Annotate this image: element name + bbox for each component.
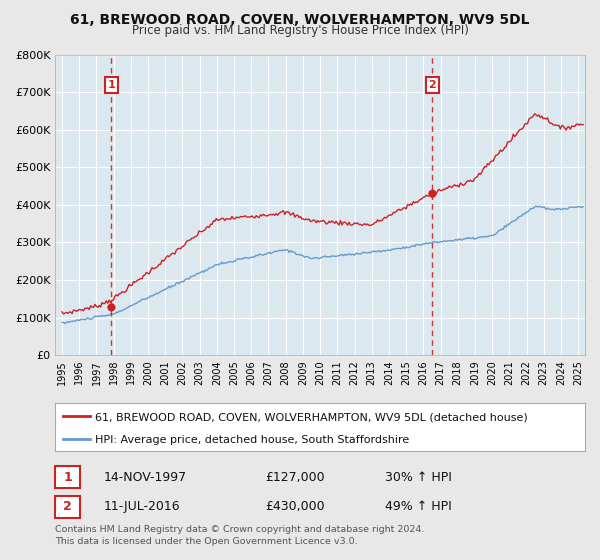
Text: HPI: Average price, detached house, South Staffordshire: HPI: Average price, detached house, Sout…: [95, 435, 409, 445]
Text: 30% ↑ HPI: 30% ↑ HPI: [385, 470, 452, 484]
Text: 1: 1: [107, 80, 115, 90]
Point: [428, 189, 437, 198]
Text: Contains HM Land Registry data © Crown copyright and database right 2024.
This d: Contains HM Land Registry data © Crown c…: [55, 525, 425, 546]
Text: £430,000: £430,000: [265, 500, 325, 514]
Text: 14-NOV-1997: 14-NOV-1997: [103, 470, 187, 484]
Point: [107, 303, 116, 312]
Text: 61, BREWOOD ROAD, COVEN, WOLVERHAMPTON, WV9 5DL (detached house): 61, BREWOOD ROAD, COVEN, WOLVERHAMPTON, …: [95, 412, 527, 422]
Text: 61, BREWOOD ROAD, COVEN, WOLVERHAMPTON, WV9 5DL: 61, BREWOOD ROAD, COVEN, WOLVERHAMPTON, …: [70, 13, 530, 27]
Text: 1: 1: [64, 470, 72, 484]
Text: £127,000: £127,000: [265, 470, 325, 484]
Text: 11-JUL-2016: 11-JUL-2016: [103, 500, 180, 514]
Text: Price paid vs. HM Land Registry's House Price Index (HPI): Price paid vs. HM Land Registry's House …: [131, 24, 469, 38]
Text: 2: 2: [428, 80, 436, 90]
Text: 49% ↑ HPI: 49% ↑ HPI: [385, 500, 452, 514]
Text: 2: 2: [64, 500, 72, 514]
